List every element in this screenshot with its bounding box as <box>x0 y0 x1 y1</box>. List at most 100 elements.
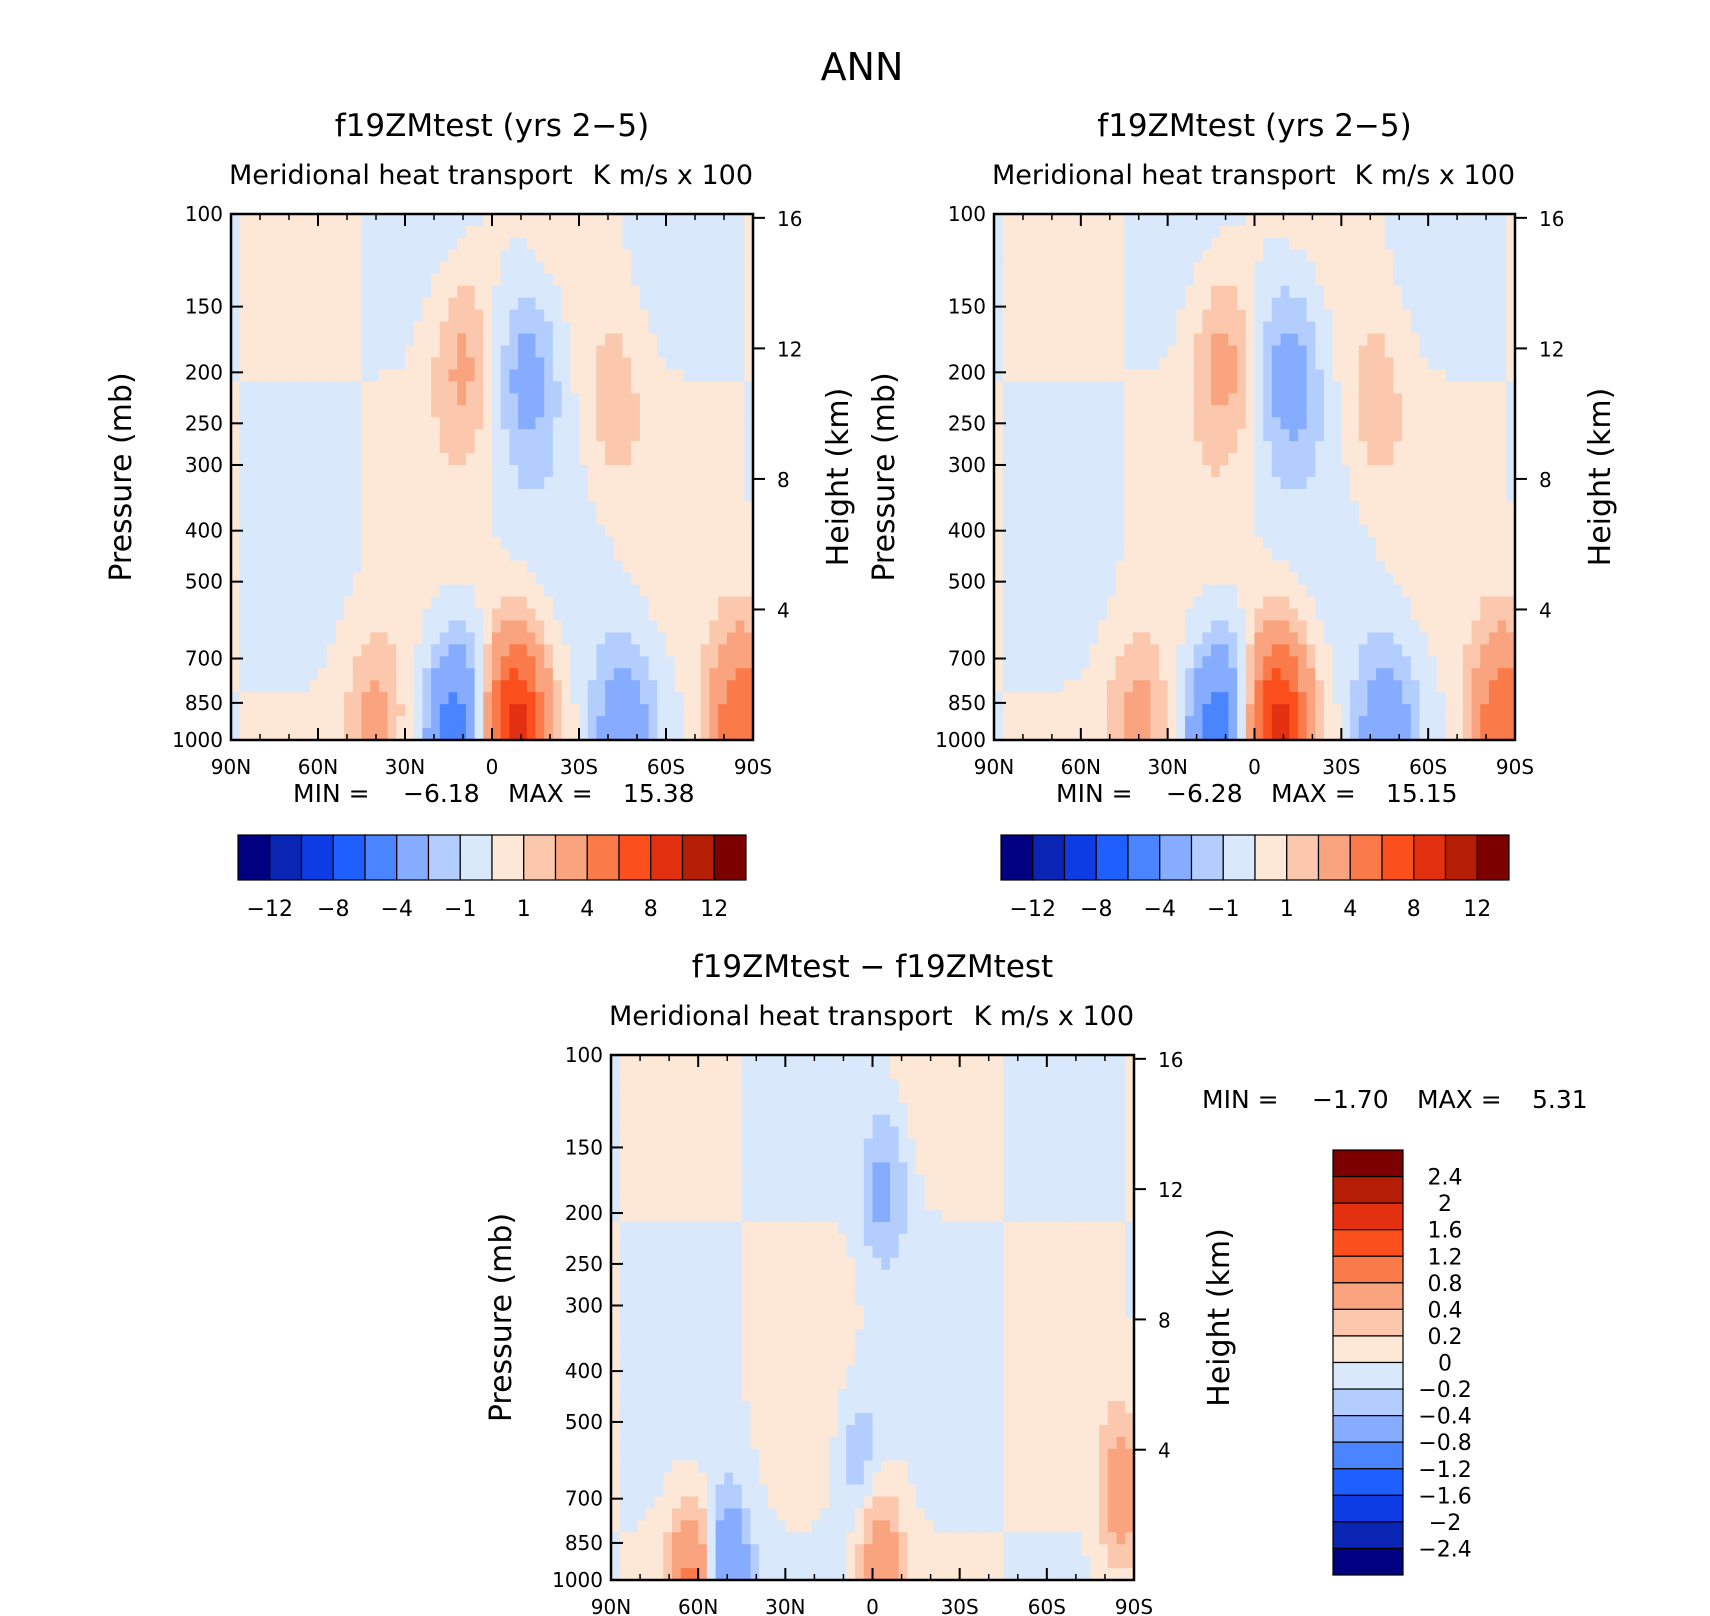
contour-cell <box>1297 572 1308 586</box>
contour-cell <box>1332 704 1342 717</box>
contour-cell <box>526 608 537 622</box>
contour-cell <box>448 441 458 454</box>
contour-cell <box>300 321 310 335</box>
contour-cell <box>361 477 371 490</box>
contour-cell <box>1028 237 1039 251</box>
contour-cell <box>1219 333 1230 347</box>
contour-cell <box>405 321 415 335</box>
contour-cell <box>735 417 745 430</box>
contour-cell <box>396 333 406 347</box>
contour-cell <box>735 393 745 406</box>
contour-cell <box>492 285 502 299</box>
contour-cell <box>1063 237 1073 251</box>
contour-cell <box>1150 273 1160 287</box>
contour-cell <box>726 716 737 729</box>
contour-cell <box>1037 680 1047 693</box>
contour-cell <box>291 357 302 370</box>
contour-cell <box>457 345 467 359</box>
contour-cell <box>631 453 641 466</box>
contour-cell <box>1037 441 1047 454</box>
contour-cell <box>1037 560 1047 574</box>
contour-cell <box>439 668 450 681</box>
contour-cell <box>483 656 493 669</box>
contour-cell <box>726 704 737 717</box>
contour-cell <box>1098 632 1108 645</box>
contour-cell <box>396 560 406 574</box>
contour-cell <box>994 297 1004 311</box>
contour-cell <box>1376 632 1386 645</box>
contour-cell <box>1367 214 1377 227</box>
contour-cell <box>735 441 745 454</box>
contour-cell <box>283 656 293 669</box>
contour-cell <box>1228 345 1238 359</box>
contour-cell <box>1315 225 1325 239</box>
contour-cell <box>283 345 293 359</box>
contour-cell <box>579 309 589 323</box>
contour-cell <box>283 261 293 275</box>
contour-cell <box>309 453 319 466</box>
contour-cell <box>613 488 624 502</box>
contour-cell <box>335 668 345 681</box>
contour-cell <box>457 453 467 466</box>
contour-cell <box>309 249 319 263</box>
contour-cell <box>326 345 336 359</box>
contour-cell <box>431 417 441 430</box>
contour-cell <box>552 393 563 406</box>
contour-cell <box>448 273 458 287</box>
contour-cell <box>318 620 328 633</box>
x-tick-label: 60N <box>298 755 338 779</box>
contour-cell <box>1332 429 1342 442</box>
contour-cell <box>1410 548 1421 562</box>
contour-cell <box>1245 500 1256 514</box>
contour-cell <box>370 644 380 657</box>
contour-cell <box>1020 560 1030 574</box>
contour-cell <box>1358 512 1368 526</box>
contour-cell <box>483 465 493 478</box>
contour-cell <box>387 477 397 490</box>
contour-cell <box>1080 465 1091 478</box>
contour-cell <box>1124 596 1134 610</box>
contour-cell <box>1150 285 1160 299</box>
contour-cell <box>1063 584 1073 598</box>
contour-cell <box>1054 297 1065 311</box>
contour-cell <box>1306 560 1316 574</box>
contour-cell <box>1054 237 1065 251</box>
contour-cell <box>561 297 571 311</box>
contour-cell <box>1046 608 1056 622</box>
contour-cell <box>1202 225 1212 239</box>
contour-cell <box>1228 261 1238 275</box>
contour-cell <box>1254 369 1264 382</box>
contour-cell <box>735 512 745 526</box>
contour-cell <box>378 333 389 347</box>
contour-cell <box>1072 572 1082 586</box>
contour-cell <box>1219 393 1230 406</box>
contour-cell <box>1080 441 1091 454</box>
contour-cell <box>1332 536 1342 550</box>
contour-cell <box>1332 728 1342 741</box>
contour-cell <box>509 692 519 705</box>
contour-cell <box>1072 357 1082 370</box>
contour-cell <box>1323 488 1334 502</box>
contour-cell <box>1419 477 1429 490</box>
contour-cell <box>1228 548 1238 562</box>
contour-cell <box>1098 716 1108 729</box>
contour-cell <box>291 536 302 550</box>
contour-cell <box>1341 429 1351 442</box>
contour-cell <box>1046 716 1056 729</box>
contour-cell <box>1332 405 1342 418</box>
contour-cell <box>1089 369 1099 382</box>
contour-cell <box>570 704 580 717</box>
contour-cell <box>1193 620 1203 633</box>
contour-cell <box>1297 441 1308 454</box>
contour-cell <box>387 512 397 526</box>
contour-cell <box>457 369 467 382</box>
contour-cell <box>1289 500 1299 514</box>
contour-cell <box>361 632 371 645</box>
contour-cell <box>309 309 319 323</box>
contour-cell <box>1124 584 1134 598</box>
contour-cell <box>1384 261 1395 275</box>
contour-cell <box>265 297 276 311</box>
contour-cell <box>526 237 537 251</box>
contour-cell <box>1297 285 1308 299</box>
contour-cell <box>1011 572 1021 586</box>
